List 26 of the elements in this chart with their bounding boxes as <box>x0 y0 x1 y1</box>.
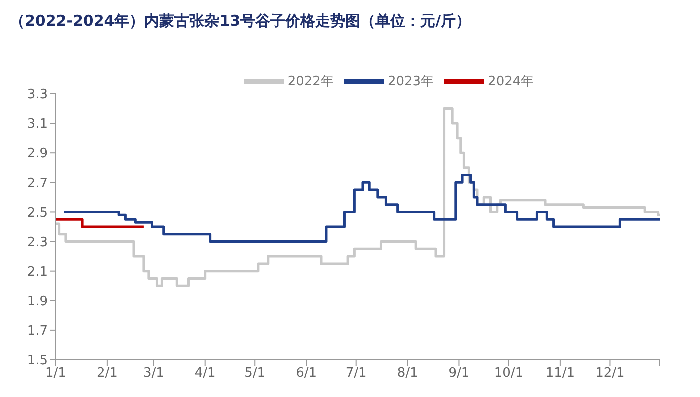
y-tick-label: 2.9 <box>27 146 48 162</box>
y-tick-label: 3.3 <box>27 88 48 103</box>
chart-title: （2022-2024年）内蒙古张杂13号谷子价格走势图（单位：元/斤） <box>9 11 472 32</box>
x-tick-label: 2/1 <box>96 366 118 382</box>
x-tick-label: 7/1 <box>346 366 367 382</box>
x-tick-label: 8/1 <box>397 366 418 382</box>
x-tick-label: 12/1 <box>596 366 625 382</box>
x-tick-label: 10/1 <box>494 366 524 382</box>
legend-label: 2023年 <box>388 74 434 90</box>
x-tick-label: 5/1 <box>244 366 266 382</box>
legend-label: 2024年 <box>488 74 534 90</box>
y-tick-label: 2.5 <box>27 206 48 221</box>
y-tick-label: 1.9 <box>27 294 48 310</box>
x-tick-label: 3/1 <box>143 366 164 382</box>
y-tick-label: 2.7 <box>27 176 48 192</box>
x-tick-label: 9/1 <box>448 366 470 382</box>
y-tick-label: 3.1 <box>27 117 48 132</box>
legend-label: 2022年 <box>288 74 334 90</box>
y-tick-label: 1.7 <box>27 324 48 340</box>
y-tick-label: 2.1 <box>27 264 48 280</box>
y-tick-label: 2.3 <box>27 235 48 250</box>
x-tick-label: 6/1 <box>296 366 318 382</box>
x-tick-label: 4/1 <box>194 366 216 382</box>
x-tick-label: 1/1 <box>46 366 66 382</box>
y-tick-label: 1.5 <box>27 354 48 369</box>
x-tick-label: 11/1 <box>546 366 576 382</box>
